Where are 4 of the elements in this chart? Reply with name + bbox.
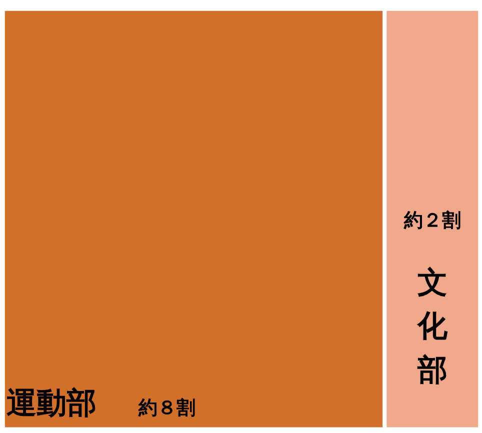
category-label: 運動部 xyxy=(6,386,97,421)
category-label: 文化部 xyxy=(416,265,448,388)
data-label: 約２割 xyxy=(402,210,461,232)
data-label: 約８割 xyxy=(138,396,196,419)
